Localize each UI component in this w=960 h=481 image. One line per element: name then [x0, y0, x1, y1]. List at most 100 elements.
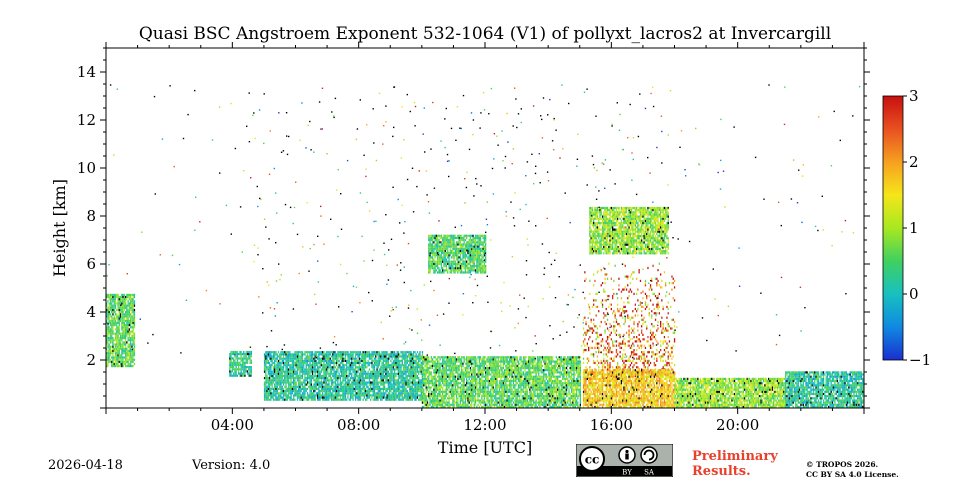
heatmap-cell — [437, 362, 439, 365]
heatmap-cell — [399, 377, 401, 380]
heatmap-cell — [450, 371, 453, 374]
heatmap-cell — [107, 354, 109, 357]
heatmap-cell — [240, 357, 242, 360]
heatmap-cell — [468, 362, 470, 365]
heatmap-cell — [113, 324, 115, 327]
heatmap-cell — [497, 373, 499, 376]
heatmap-cell — [306, 355, 309, 358]
heatmap-cell — [514, 403, 516, 406]
heatmap-cell — [416, 381, 419, 384]
heatmap-cell — [119, 347, 122, 350]
heatmap-cell — [324, 392, 326, 395]
heatmap-cell — [483, 384, 485, 387]
heatmap-cell — [377, 385, 379, 388]
heatmap-cell — [243, 353, 245, 356]
heatmap-cell — [498, 364, 501, 367]
heatmap-cell — [482, 405, 484, 408]
heatmap-cell — [337, 374, 339, 378]
heatmap-cell — [395, 372, 397, 375]
heatmap-cell — [482, 399, 484, 402]
heatmap-cell — [495, 382, 497, 385]
heatmap-cell — [428, 360, 430, 363]
heatmap-cell — [498, 360, 501, 363]
heatmap-cell — [263, 357, 266, 360]
heatmap-cell — [424, 373, 426, 376]
heatmap-cell — [419, 368, 421, 371]
heatmap-cell — [371, 377, 373, 380]
heatmap-cell — [447, 356, 449, 359]
heatmap-cell — [452, 360, 454, 363]
heatmap-cell — [310, 392, 312, 395]
heatmap-cell — [462, 373, 464, 376]
heatmap-cell — [265, 385, 267, 388]
heatmap-cell — [266, 379, 268, 382]
heatmap-cell — [522, 360, 525, 363]
heatmap-cell — [117, 306, 119, 309]
heatmap-cell — [126, 293, 128, 296]
heatmap-cell — [229, 357, 231, 360]
heatmap-cell — [300, 366, 302, 369]
heatmap-cell — [250, 355, 252, 358]
heatmap-cell — [108, 354, 110, 357]
heatmap-cell — [450, 369, 453, 372]
heatmap-cell — [130, 345, 132, 348]
heatmap-cell — [333, 396, 335, 399]
heatmap-cell — [483, 392, 485, 396]
heatmap-cell — [311, 372, 314, 375]
heatmap-cell — [397, 374, 400, 378]
heatmap-cell — [512, 369, 515, 372]
heatmap-cell — [414, 396, 416, 399]
heatmap-cell — [391, 357, 393, 360]
heatmap-cell — [114, 349, 117, 353]
heatmap-cell — [324, 381, 326, 384]
heatmap-cell — [327, 379, 329, 382]
heatmap-cell — [119, 313, 122, 316]
heatmap-cell — [323, 351, 325, 354]
heatmap-cell — [117, 347, 119, 350]
heatmap-cell — [352, 361, 354, 365]
heatmap-cell — [500, 356, 502, 359]
heatmap-cell — [468, 364, 470, 367]
heatmap-cell — [333, 377, 335, 380]
heatmap-cell — [128, 334, 130, 337]
heatmap-cell — [289, 398, 291, 401]
heatmap-cell — [375, 396, 377, 399]
heatmap-cell — [387, 361, 389, 365]
heatmap-cell — [274, 394, 276, 397]
heatmap-cell — [266, 396, 268, 399]
heatmap-cell — [387, 396, 389, 399]
heatmap-cell — [433, 364, 435, 367]
heatmap-cell — [366, 355, 368, 358]
heatmap-cell — [426, 362, 429, 365]
heatmap-cell — [414, 392, 416, 395]
heatmap-cell — [272, 361, 275, 365]
heatmap-cell — [329, 353, 331, 356]
heatmap-cell — [463, 388, 465, 391]
heatmap-cell — [406, 385, 408, 388]
heatmap-cell — [125, 356, 127, 359]
heatmap-cell — [333, 366, 335, 369]
heatmap-cell — [132, 330, 134, 333]
heatmap-cell — [515, 390, 517, 393]
heatmap-cell — [514, 377, 516, 380]
heatmap-cell — [117, 293, 119, 296]
heatmap-cell — [463, 397, 465, 400]
heatmap-cell — [365, 355, 367, 358]
heatmap-cell — [402, 385, 405, 388]
heatmap-cell — [266, 361, 268, 365]
heatmap-cell — [525, 395, 527, 398]
heatmap-cell — [332, 366, 334, 369]
heatmap-cell — [491, 405, 493, 408]
heatmap-cell — [334, 381, 336, 384]
heatmap-cell — [462, 390, 464, 393]
heatmap-cell — [399, 353, 401, 356]
heatmap-cell — [505, 395, 507, 398]
heatmap-cell — [363, 370, 365, 373]
heatmap-cell — [281, 372, 283, 375]
heatmap-cell — [423, 362, 425, 365]
heatmap-cell — [479, 371, 482, 374]
heatmap-cell — [383, 368, 386, 371]
heatmap-cell — [248, 368, 250, 371]
heatmap-cell — [483, 401, 485, 404]
heatmap-cell — [349, 351, 352, 354]
